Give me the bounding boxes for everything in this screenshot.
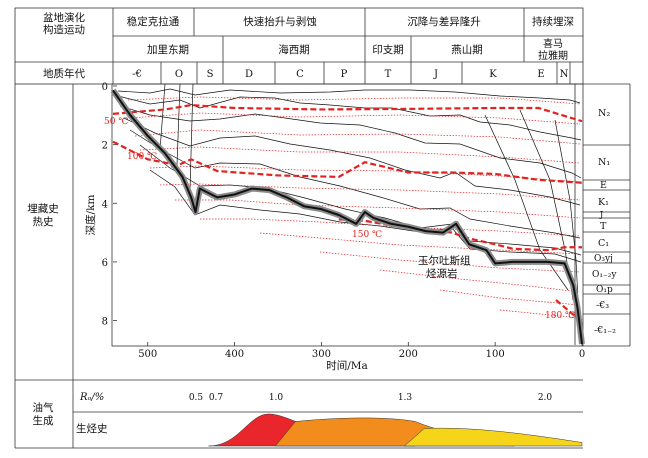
stratum-t: T — [600, 221, 607, 232]
ro-tick-0.5: 0.5 — [189, 393, 204, 403]
ro-tick-0.7: 0.7 — [209, 393, 224, 403]
x-tick-label: 400 — [225, 349, 244, 360]
source-rock-curve — [110, 88, 585, 345]
ro-label: Rₒ/% — [79, 392, 104, 403]
period-devonian: D — [245, 69, 253, 80]
y-tick-label: 4 — [102, 199, 108, 210]
stratum-o3yj: O₃yj — [594, 254, 613, 264]
ro-tick-2.0: 2.0 — [538, 393, 553, 403]
stratum-n1: N₁ — [598, 157, 610, 168]
source-rock-label-l2: 烃源岩 — [426, 267, 458, 280]
x-axis-label: 时间/Ma — [326, 359, 368, 372]
source-rock-label-l1: 玉尔吐斯组 — [418, 254, 471, 267]
ro-ticks: 0.5 0.7 1.0 1.3 2.0 — [189, 393, 553, 403]
isotherm-line-0 — [112, 103, 583, 123]
period-carboniferous: C — [296, 69, 304, 80]
movement-hercynian: 海西期 — [278, 43, 310, 56]
period-jurassic: J — [433, 69, 438, 80]
stage-rapid-uplift: 快速抬升与剥蚀 — [243, 15, 317, 28]
period-paleogene: E — [537, 69, 544, 80]
hydrocarbon-label-l1: 油气 — [33, 401, 54, 414]
x-tick-label: 300 — [312, 349, 331, 360]
burial-section-label-l2: 热史 — [33, 215, 54, 228]
right-strata-column — [583, 83, 631, 347]
movement-himalayan-l1: 喜马 — [543, 37, 563, 50]
source-rock-line — [112, 89, 583, 345]
source-rock-halo — [110, 88, 585, 345]
stratigraphic-lines — [117, 83, 582, 345]
period-silurian: S — [207, 69, 214, 80]
stratum-cambrian-3: -€₃ — [596, 300, 609, 311]
stratum-j: J — [599, 210, 603, 219]
generation-phase-2 — [403, 427, 583, 447]
plot-frame — [111, 83, 584, 347]
period-cretaceous: K — [489, 69, 497, 80]
basin-evolution-label: 盆地演化 — [43, 11, 85, 24]
x-tick-label: 100 — [486, 349, 505, 360]
isotherm-label-150: 150 ℃ — [352, 230, 382, 240]
ro-tick-1.3: 1.3 — [398, 393, 413, 403]
x-tick-label: 500 — [138, 349, 157, 360]
y-tick-label: 0 — [102, 82, 108, 93]
y-tick-label: 2 — [102, 141, 108, 152]
isotherm-line-1 — [112, 140, 583, 184]
x-tick-label: 0 — [579, 349, 585, 360]
y-tick-label: 8 — [102, 317, 108, 328]
isotherm-label-180: 180 ℃ — [545, 311, 575, 321]
movement-yanshanian: 燕山期 — [451, 44, 483, 56]
burial-section-label-l1: 埋藏史 — [27, 203, 59, 215]
y-axis-ticks: 0 2 4 6 8 — [102, 82, 117, 328]
tectonic-movement-label: 构造运动 — [43, 23, 85, 36]
hydrocarbon-label-l2: 生成 — [33, 414, 54, 427]
movement-caledonian: 加里东期 — [147, 43, 189, 56]
period-permian: P — [341, 69, 348, 80]
movement-indosinian: 印支期 — [372, 44, 404, 56]
x-axis-ticks: 500 400 300 200 100 0 — [138, 342, 585, 360]
stratum-cambrian-12: -€₁₋₂ — [594, 325, 616, 336]
period-neogene: N — [560, 69, 569, 80]
period-triassic: T — [385, 69, 392, 80]
y-axis-label: 深度/km — [84, 195, 97, 236]
stratum-k1: K₁ — [598, 197, 609, 208]
generation-label: 生烃史 — [76, 422, 108, 435]
x-tick-label: 200 — [399, 349, 418, 360]
stratum-o12y: O₁₋₂y — [592, 270, 617, 280]
generation-area — [208, 413, 583, 447]
geologic-age-label: 地质年代 — [43, 67, 85, 80]
left-label-column — [14, 84, 583, 449]
stratum-n2: N₂ — [598, 108, 610, 119]
stage-subsidence-uplift: 沉降与差异隆升 — [407, 15, 481, 28]
stratum-o1p: O₁p — [596, 285, 613, 295]
y-tick-label: 6 — [102, 258, 108, 269]
isotherm-label-50: 50 ℃ — [104, 117, 128, 127]
ro-tick-1.0: 1.0 — [269, 393, 284, 403]
period-cambrian: -€ — [132, 69, 142, 80]
isotherm-label-100: 100 ℃ — [127, 152, 157, 162]
stratum-c1: C₁ — [598, 238, 609, 249]
movement-himalayan-l2: 拉雅期 — [538, 49, 568, 62]
period-ordovician: O — [175, 69, 183, 80]
stratum-e: E — [600, 180, 607, 191]
stage-stable-craton: 稳定克拉通 — [127, 15, 180, 28]
stage-continuous-burial: 持续埋深 — [532, 15, 574, 28]
